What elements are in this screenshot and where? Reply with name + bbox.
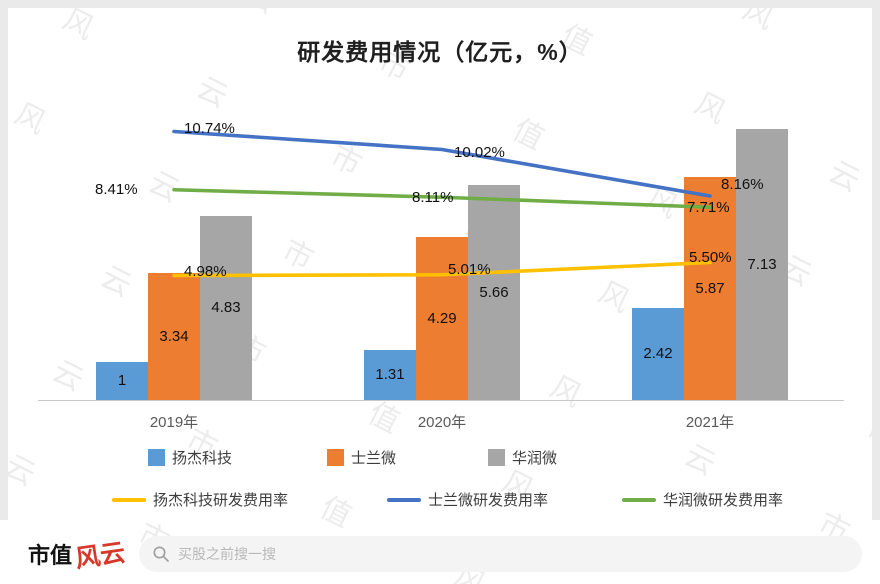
line-value-label: 8.16%	[721, 176, 764, 193]
line-value-label: 8.11%	[412, 189, 454, 207]
legend-item-华润微: 华润微	[488, 447, 557, 468]
legend-item-士兰微研发费用率: 士兰微研发费用率	[387, 489, 548, 510]
line-value-label: 10.02%	[454, 143, 505, 161]
bar-士兰微-2020年	[416, 237, 468, 400]
bar-士兰微-2021年	[684, 177, 736, 400]
x-axis-label-2019年: 2019年	[149, 414, 199, 431]
legend-item-士兰微: 士兰微	[327, 447, 396, 468]
bar-扬杰科技-2019年	[96, 362, 148, 400]
x-axis-label-2021年: 2021年	[685, 414, 735, 431]
line-value-label: 7.71%	[687, 199, 730, 217]
chart-title: 研发费用情况（亿元，%）	[297, 39, 583, 65]
bar-value-label: 1	[117, 372, 127, 389]
legend-label: 华润微研发费用率	[663, 492, 784, 509]
bar-value-label: 5.87	[695, 279, 725, 297]
x-axis-line	[38, 400, 844, 401]
bar-华润微-2021年	[736, 129, 788, 400]
line-value-label: 8.41%	[95, 180, 138, 198]
legend-item-华润微研发费用率: 华润微研发费用率	[622, 489, 783, 510]
search-icon	[153, 546, 169, 562]
search-bar[interactable]: 买股之前搜一搜	[139, 536, 862, 572]
line-华润微研发费用率	[172, 187, 712, 210]
bar-华润微-2019年	[200, 216, 252, 400]
bar-value-label: 5.66	[479, 283, 509, 301]
bar-士兰微-2019年	[148, 273, 200, 400]
bar-value-label: 7.13	[747, 255, 777, 273]
bar-扬杰科技-2020年	[364, 350, 416, 400]
footer-bar: 市值 风云 买股之前搜一搜	[8, 530, 872, 578]
page-frame-right	[872, 8, 880, 520]
legend-swatch-华润微	[488, 449, 505, 466]
line-value-label: 10.74%	[184, 119, 235, 137]
page-frame-left	[0, 8, 8, 520]
legend-label: 扬杰科技研发费用率	[153, 492, 289, 509]
bar-value-label: 2.42	[643, 345, 673, 362]
line-value-label: 5.01%	[448, 260, 491, 278]
line-series-layer	[172, 129, 712, 278]
bar-value-label: 3.34	[159, 327, 189, 345]
bar-value-label: 4.83	[211, 299, 241, 316]
bar-华润微-2020年	[468, 185, 520, 400]
legend-swatch-士兰微	[327, 449, 344, 466]
legend-line-marker-士兰微研发费用率	[387, 497, 421, 502]
bar-value-label: 4.29	[427, 309, 457, 327]
legend-label: 华润微	[512, 450, 558, 467]
line-士兰微研发费用率	[172, 129, 712, 198]
legend-label: 士兰微	[351, 450, 397, 467]
brand: 市值 风云	[28, 536, 127, 574]
line-value-label: 4.98%	[184, 262, 227, 280]
legend-item-扬杰科技: 扬杰科技	[148, 447, 232, 468]
bar-扬杰科技-2021年	[632, 308, 684, 400]
legend-label: 士兰微研发费用率	[428, 492, 549, 509]
legend-label: 扬杰科技	[172, 450, 233, 467]
legend-item-扬杰科技研发费用率: 扬杰科技研发费用率	[112, 489, 288, 510]
brand-logo-mark: 风云	[73, 537, 128, 574]
line-value-label: 5.50%	[689, 248, 732, 266]
page-frame-top	[0, 0, 880, 8]
brand-text: 市值	[28, 543, 73, 568]
legend-line-marker-华润微研发费用率	[622, 497, 656, 502]
legend-swatch-扬杰科技	[148, 449, 165, 466]
line-扬杰科技研发费用率	[172, 260, 712, 278]
legend-line-marker-扬杰科技研发费用率	[112, 497, 146, 502]
search-placeholder: 买股之前搜一搜	[178, 546, 277, 562]
x-axis-label-2020年: 2020年	[417, 414, 467, 431]
bar-value-label: 1.31	[375, 366, 405, 383]
